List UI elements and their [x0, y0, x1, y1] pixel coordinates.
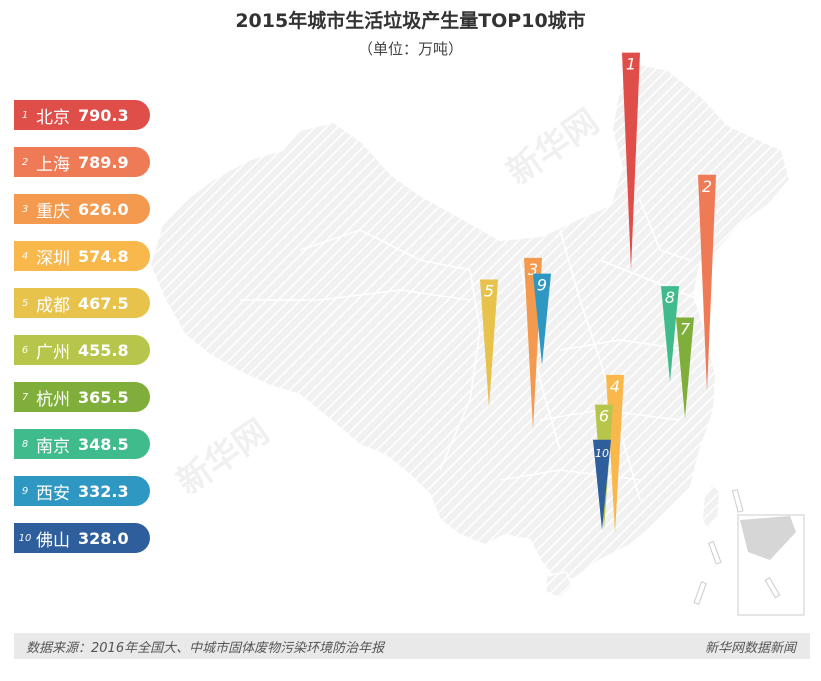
city-name: 杭州 — [36, 389, 70, 410]
needle-rank-label: 3 — [528, 260, 538, 279]
needle-bar — [593, 439, 611, 530]
legend-item: 10 佛山 328.0 — [14, 523, 150, 553]
legend-item: 8 南京 348.5 — [14, 429, 150, 459]
needle-rank-label: 5 — [484, 281, 494, 300]
rank-label: 7 — [21, 391, 29, 403]
value-label: 365.5 — [78, 387, 129, 407]
rank-label: 9 — [21, 485, 29, 497]
needle-rank-label: 1 — [626, 55, 636, 74]
value-label: 348.5 — [78, 434, 129, 454]
value-label: 467.5 — [78, 293, 129, 313]
needle-marker: 1 — [622, 52, 640, 271]
needle-marker: 2 — [698, 174, 716, 392]
legend-item: 7 杭州 365.5 — [14, 382, 150, 412]
needle-bar — [480, 279, 498, 408]
value-label: 574.8 — [78, 246, 129, 266]
city-name: 深圳 — [36, 248, 70, 269]
city-name: 南京 — [36, 436, 70, 457]
mainland-china-shape — [148, 60, 792, 582]
needle-marker: 10 — [593, 439, 611, 530]
rank-label: 4 — [21, 250, 29, 262]
chart-title: 2015年城市生活垃圾产生量TOP10城市 — [235, 10, 586, 32]
city-name: 北京 — [36, 107, 70, 128]
value-label: 328.0 — [78, 528, 129, 548]
needle-rank-label: 10 — [595, 447, 609, 460]
value-label: 332.3 — [78, 481, 129, 501]
value-label: 626.0 — [78, 199, 129, 219]
legend-item: 4 深圳 574.8 — [14, 241, 150, 271]
city-name: 广州 — [36, 342, 70, 363]
value-label: 789.9 — [78, 152, 129, 172]
city-name: 重庆 — [36, 201, 70, 222]
needle-marker: 5 — [480, 279, 498, 408]
taiwan-shape — [701, 482, 721, 532]
needle-rank-label: 2 — [702, 177, 712, 196]
brand-label: 新华网数据新闻 — [704, 640, 796, 656]
rank-label: 3 — [21, 203, 29, 215]
legend-item: 5 成都 467.5 — [14, 288, 150, 318]
rank-label: 10 — [18, 532, 32, 544]
rank-label: 8 — [21, 438, 29, 450]
chart-subtitle: （单位：万吨） — [357, 40, 463, 58]
value-label: 455.8 — [78, 340, 129, 360]
city-name: 西安 — [36, 483, 70, 504]
needle-bar — [698, 174, 716, 392]
needle-bar — [533, 273, 551, 365]
legend-item: 2 上海 789.9 — [14, 147, 150, 177]
needle-rank-label: 9 — [537, 276, 547, 295]
legend-item: 3 重庆 626.0 — [14, 194, 150, 224]
needle-markers: 1 2 3 4 5 6 78 9 10 — [480, 52, 716, 533]
rank-label: 2 — [21, 156, 29, 168]
legend-item: 9 西安 332.3 — [14, 476, 150, 506]
legend-item: 1 北京 790.3 — [14, 100, 150, 130]
rank-label: 6 — [21, 344, 29, 356]
hainan-shape — [545, 571, 573, 599]
needle-bar — [676, 317, 694, 418]
city-name: 成都 — [36, 295, 70, 316]
needle-bar — [661, 286, 679, 382]
needle-rank-label: 7 — [680, 319, 691, 338]
source-note: 数据来源：2016年全国大、中城市固体废物污染环境防治年报 — [26, 640, 385, 656]
needle-rank-label: 6 — [599, 407, 609, 426]
city-name: 上海 — [36, 154, 70, 175]
needle-marker: 7 — [676, 317, 694, 418]
footer: 数据来源：2016年全国大、中城市固体废物污染环境防治年报 新华网数据新闻 — [14, 633, 810, 659]
needle-rank-label: 8 — [665, 288, 675, 307]
city-name: 佛山 — [36, 530, 70, 551]
needle-rank-label: 4 — [610, 377, 620, 396]
rank-label: 1 — [21, 109, 29, 121]
legend-item: 6 广州 455.8 — [14, 335, 150, 365]
rank-label: 5 — [21, 297, 29, 309]
value-label: 790.3 — [78, 105, 129, 125]
needle-bar — [622, 52, 640, 271]
needle-marker: 8 — [661, 286, 679, 382]
needle-marker: 9 — [533, 273, 551, 365]
